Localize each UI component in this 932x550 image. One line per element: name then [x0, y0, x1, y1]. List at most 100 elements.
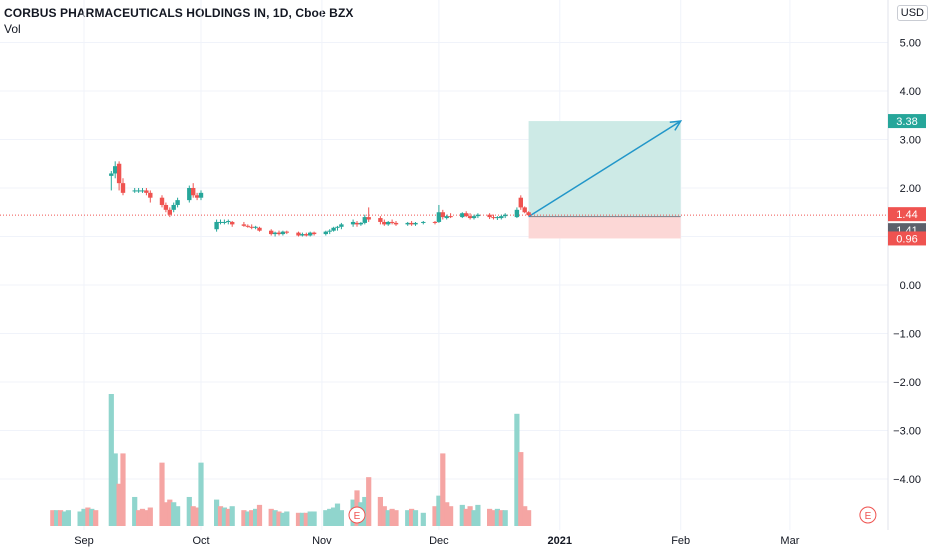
- volume-bar: [58, 510, 64, 526]
- trend-arrow: [528, 120, 682, 218]
- volume-bar: [217, 506, 224, 526]
- volume-bar: [362, 496, 368, 526]
- candle-body: [350, 221, 356, 225]
- volume-bar: [440, 453, 446, 526]
- volume-bar: [490, 510, 497, 526]
- candle-body: [362, 217, 367, 223]
- volume-bar: [198, 462, 204, 526]
- price-tag: [888, 114, 926, 129]
- volume-bar: [77, 511, 83, 526]
- volume-bar: [214, 499, 220, 526]
- volume-bars: [50, 394, 532, 526]
- volume-bar: [436, 495, 442, 526]
- volume-bar: [412, 510, 419, 526]
- candle-body: [226, 220, 231, 222]
- candle-body: [304, 234, 309, 236]
- candle-body: [241, 224, 247, 226]
- volume-bar: [323, 510, 329, 526]
- volume-bar: [331, 507, 337, 526]
- candle-body: [366, 217, 371, 220]
- candle-body: [159, 197, 165, 205]
- volume-bar: [50, 510, 56, 526]
- candlestick-series: [109, 161, 531, 237]
- candle-body: [230, 221, 235, 225]
- candle-body: [323, 231, 328, 235]
- candle-body: [257, 227, 262, 231]
- earnings-marker-label: E: [865, 511, 872, 522]
- candle-body: [308, 232, 313, 236]
- candle-body: [514, 209, 520, 218]
- candle-body: [218, 221, 223, 223]
- time-tick-label: Feb: [671, 535, 690, 547]
- volume-bar: [338, 510, 344, 526]
- volume-bar: [526, 510, 532, 526]
- volume-bar: [475, 504, 481, 526]
- time-tick-label: Sep: [74, 535, 94, 547]
- volume-legend: Vol: [4, 22, 21, 36]
- volume-bar: [334, 503, 341, 526]
- candle-body: [148, 192, 153, 198]
- time-tick-label: Oct: [192, 535, 209, 547]
- price-tick-label: −4.00: [893, 474, 921, 486]
- volume-bar: [502, 510, 508, 526]
- volume-bar: [295, 512, 302, 526]
- long-position-tool: [528, 120, 683, 239]
- candle-body: [191, 188, 196, 196]
- stop-zone: [528, 216, 681, 239]
- volume-bar: [249, 510, 255, 526]
- candle-body: [284, 231, 289, 233]
- candle-body: [382, 221, 387, 225]
- arrow-head: [669, 120, 683, 131]
- candle-body: [120, 183, 126, 193]
- volume-bar: [85, 507, 91, 526]
- grid-lines: [0, 0, 888, 530]
- volume-bar: [494, 508, 500, 526]
- candle-body: [300, 234, 305, 236]
- candle-body: [272, 232, 278, 235]
- volume-bar: [61, 511, 68, 526]
- time-axis: Sep Oct Nov Dec 2021 Feb Mar: [74, 535, 799, 547]
- candle-body: [116, 163, 122, 184]
- candle-body: [269, 230, 274, 235]
- candle-body: [432, 221, 438, 223]
- price-tag-label: 0.96: [896, 233, 917, 245]
- volume-bar: [459, 504, 465, 526]
- time-tick-label: Nov: [312, 535, 332, 547]
- volume-bar: [514, 413, 520, 526]
- volume-bar: [147, 507, 153, 526]
- volume-bar: [463, 508, 469, 526]
- volume-bar: [186, 496, 192, 526]
- volume-bar: [120, 453, 126, 526]
- candle-body: [136, 190, 141, 192]
- volume-bar: [303, 512, 309, 526]
- volume-bar: [405, 510, 411, 526]
- candle-body: [253, 226, 258, 228]
- candle-body: [358, 222, 364, 225]
- candle-body: [194, 195, 200, 198]
- volume-bar: [299, 512, 305, 526]
- candle-body: [405, 222, 410, 225]
- time-tick-label: Dec: [429, 535, 449, 547]
- candle-body: [413, 222, 418, 225]
- price-tag: [888, 207, 926, 222]
- candle-body: [171, 204, 176, 210]
- currency-button[interactable]: USD: [896, 5, 928, 21]
- candle-body: [464, 213, 469, 217]
- price-tick-label: −3.00: [893, 426, 921, 438]
- candle-body: [167, 209, 172, 215]
- volume-bar: [498, 510, 504, 526]
- volume-bar: [112, 453, 118, 526]
- volume-bar: [225, 508, 231, 526]
- candle-body: [175, 200, 180, 205]
- volume-bar: [143, 510, 149, 526]
- volume-bar: [163, 502, 169, 526]
- price-tag-label: 1.44: [896, 209, 917, 221]
- volume-bar: [108, 394, 114, 526]
- candle-body: [467, 216, 473, 219]
- price-tick-label: −1.00: [893, 329, 921, 341]
- volume-bar: [132, 496, 138, 526]
- volume-bar: [444, 502, 450, 526]
- volume-bar: [389, 508, 395, 526]
- volume-bar: [175, 506, 181, 526]
